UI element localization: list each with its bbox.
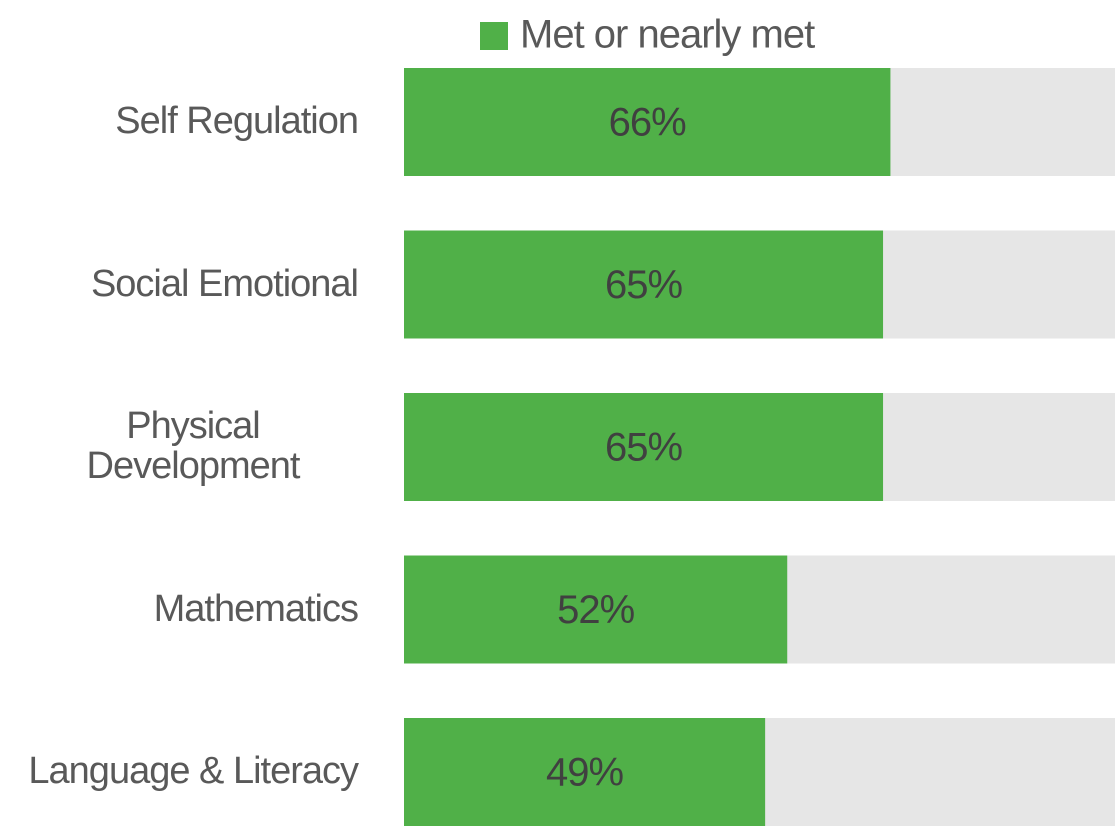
category-label-box: Language & Literacy [0,750,359,793]
category-label-box: Social Emotional [0,262,359,305]
y-tick-label: Language & Literacy [28,750,359,793]
legend-label: Met or nearly met [520,13,815,57]
value-label: 52% [557,588,634,632]
bar [404,230,884,339]
category-label-box: Mathematics [0,587,359,630]
bar [404,718,766,826]
y-tick-label: Mathematics [153,587,359,630]
value-label: 49% [546,751,623,795]
y-tick-label: Self Regulation [115,100,359,143]
bar [404,555,788,664]
bar [404,393,884,501]
category-label-box: Self Regulation [0,100,359,143]
bar [404,68,891,176]
y-tick-label: Physical Development [86,405,301,487]
y-tick-label: Social Emotional [90,262,359,305]
value-label: 65% [605,426,682,470]
category-label-box: Physical Development [0,405,358,487]
value-label: 66% [609,101,686,145]
legend-swatch [480,22,508,50]
value-label: 65% [605,263,682,307]
